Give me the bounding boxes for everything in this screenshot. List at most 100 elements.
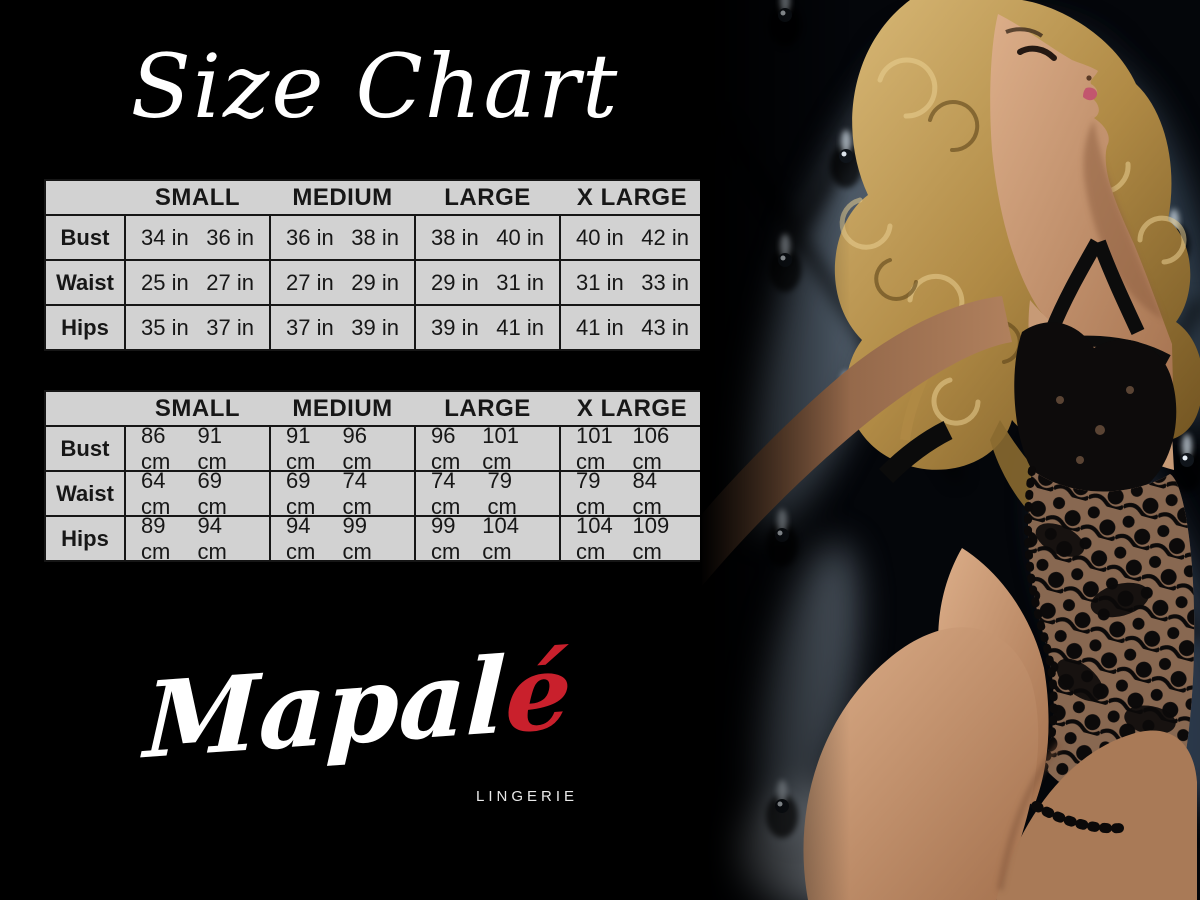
- measure-max: 36 in: [206, 224, 254, 250]
- measure-min: 86 cm: [141, 422, 171, 474]
- measure-max: 69 cm: [197, 467, 227, 519]
- lace-bodysuit: [1014, 238, 1195, 815]
- measure-min: 27 in: [286, 269, 334, 295]
- measure-min: 79 cm: [576, 467, 606, 519]
- lace-bottom-edge: [1031, 801, 1125, 834]
- model-leg-back: [996, 730, 1197, 900]
- measure-min: 39 in: [431, 314, 479, 340]
- size-table: SMALL MEDIUM LARGE X LARGE Bust 86 cm 91…: [44, 390, 706, 564]
- cell-hips-small: 89 cm 94 cm: [124, 513, 271, 564]
- measure-max: 38 in: [351, 224, 399, 250]
- row-label-hips: Hips: [44, 304, 126, 351]
- measure-max: 101 cm: [482, 422, 519, 474]
- cell-hips-small: 35 in 37 in: [124, 304, 271, 351]
- measure-min: 41 in: [576, 314, 624, 340]
- table-row-bust: Bust 34 in 36 in 36 in 38 in 38 in 40 in…: [44, 214, 706, 261]
- measure-max: 91 cm: [197, 422, 227, 474]
- brand-name-main: Mapal: [142, 633, 508, 783]
- row-label-waist: Waist: [44, 259, 126, 306]
- cell-bust-medium: 36 in 38 in: [269, 214, 416, 261]
- measure-min: 101 cm: [576, 422, 613, 474]
- measure-max: 104 cm: [482, 512, 519, 564]
- table-row-bust: Bust 86 cm 91 cm 91 cm 96 cm 96 cm 101 c…: [44, 423, 706, 474]
- cell-waist-small: 25 in 27 in: [124, 259, 271, 306]
- measure-min: 34 in: [141, 224, 189, 250]
- size-table-inches: SMALL MEDIUM LARGE X LARGE Bust 34 in 36…: [44, 179, 706, 351]
- cell-bust-large: 96 cm 101 cm: [414, 423, 561, 474]
- measure-max: 42 in: [641, 224, 689, 250]
- model-thigh-front: [803, 627, 1039, 900]
- measure-max: 94 cm: [197, 512, 227, 564]
- measure-max: 39 in: [351, 314, 399, 340]
- cell-hips-medium: 37 in 39 in: [269, 304, 416, 351]
- measure-max: 109 cm: [632, 512, 670, 564]
- cell-hips-medium: 94 cm 99 cm: [269, 513, 416, 564]
- cell-bust-small: 34 in 36 in: [124, 214, 271, 261]
- size-table-centimeters: SMALL MEDIUM LARGE X LARGE Bust 86 cm 91…: [44, 390, 706, 564]
- cell-waist-medium: 69 cm 74 cm: [269, 468, 416, 519]
- photo-left-fade: [700, 0, 850, 900]
- table-row-waist: Waist 25 in 27 in 27 in 29 in 29 in 31 i…: [44, 259, 706, 306]
- cell-hips-large: 99 cm 104 cm: [414, 513, 561, 564]
- measure-min: 104 cm: [576, 512, 613, 564]
- eyelashes: [1017, 45, 1057, 61]
- measure-max: 33 in: [641, 269, 689, 295]
- model-arm: [702, 296, 1012, 586]
- measure-min: 35 in: [141, 314, 189, 340]
- column-header-small: SMALL: [125, 391, 270, 427]
- nostril: [1086, 75, 1092, 81]
- arm-strap: [878, 421, 953, 484]
- measure-min: 94 cm: [286, 512, 316, 564]
- cell-waist-large: 29 in 31 in: [414, 259, 561, 306]
- measure-min: 40 in: [576, 224, 624, 250]
- cell-bust-xlarge: 101 cm 106 cm: [559, 423, 706, 474]
- column-header-large: LARGE: [415, 391, 560, 427]
- brand-logo: Mapalé LINGERIE: [128, 629, 588, 824]
- cell-waist-small: 64 cm 69 cm: [124, 468, 271, 519]
- table-corner-cell: [45, 180, 125, 216]
- measure-min: 64 cm: [141, 467, 171, 519]
- column-header-xlarge: X LARGE: [560, 391, 705, 427]
- measure-max: 41 in: [496, 314, 544, 340]
- brand-tagline: LINGERIE: [476, 788, 579, 805]
- cell-hips-large: 39 in 41 in: [414, 304, 561, 351]
- measure-max: 37 in: [206, 314, 254, 340]
- table-row-hips: Hips 89 cm 94 cm 94 cm 99 cm 99 cm 104 c…: [44, 513, 706, 564]
- measure-max: 40 in: [496, 224, 544, 250]
- cell-bust-small: 86 cm 91 cm: [124, 423, 271, 474]
- table-row-waist: Waist 64 cm 69 cm 69 cm 74 cm 74 cm 79 c…: [44, 468, 706, 519]
- size-table: SMALL MEDIUM LARGE X LARGE Bust 34 in 36…: [44, 179, 706, 351]
- measure-max: 106 cm: [632, 422, 670, 474]
- cell-bust-large: 38 in 40 in: [414, 214, 561, 261]
- measure-min: 91 cm: [286, 422, 316, 474]
- measure-max: 84 cm: [632, 467, 662, 519]
- row-label-hips: Hips: [44, 515, 126, 562]
- measure-min: 38 in: [431, 224, 479, 250]
- column-header-small: SMALL: [125, 180, 270, 216]
- measure-max: 96 cm: [342, 422, 372, 474]
- measure-min: 69 cm: [286, 467, 316, 519]
- measure-min: 29 in: [431, 269, 479, 295]
- cell-bust-medium: 91 cm 96 cm: [269, 423, 416, 474]
- measure-max: 27 in: [206, 269, 254, 295]
- row-label-bust: Bust: [44, 214, 126, 261]
- table-header-row: SMALL MEDIUM LARGE X LARGE: [45, 180, 705, 216]
- column-header-large: LARGE: [415, 180, 560, 216]
- column-header-medium: MEDIUM: [270, 180, 415, 216]
- measure-max: 43 in: [641, 314, 689, 340]
- lips: [1083, 87, 1098, 101]
- cell-waist-medium: 27 in 29 in: [269, 259, 416, 306]
- row-label-bust: Bust: [44, 425, 126, 472]
- measure-min: 37 in: [286, 314, 334, 340]
- cell-bust-xlarge: 40 in 42 in: [559, 214, 706, 261]
- measure-max: 31 in: [496, 269, 544, 295]
- cell-hips-xlarge: 41 in 43 in: [559, 304, 706, 351]
- brand-name-accent: é: [503, 628, 574, 757]
- leg-shadow: [997, 742, 1063, 891]
- model-figure: [702, 0, 1200, 900]
- measure-max: 74 cm: [342, 467, 372, 519]
- table-corner-cell: [45, 391, 125, 427]
- brand-wordmark: Mapalé: [126, 628, 589, 784]
- cell-waist-large: 74 cm 79 cm: [414, 468, 561, 519]
